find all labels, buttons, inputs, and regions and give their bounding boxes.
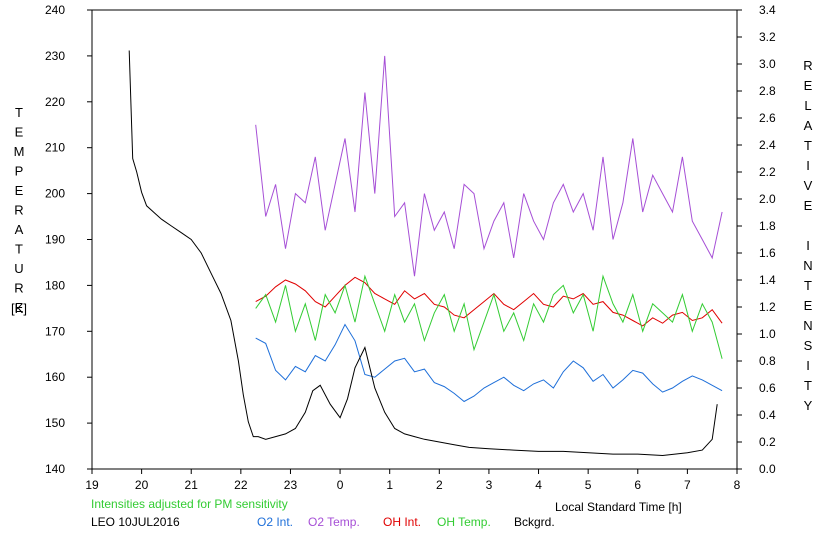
right-y-tick-label: 2.6 (759, 111, 776, 125)
right-axis-label-letter: N (803, 318, 812, 333)
left-axis-label-letter: T (15, 242, 23, 257)
left-axis-label-letter: R (14, 281, 23, 296)
right-y-tick-label: 2.2 (759, 165, 776, 179)
right-y-tick-label: 2.0 (759, 192, 776, 206)
x-tick-label: 21 (185, 478, 199, 492)
plot-frame (91, 9, 738, 470)
left-axis-label-letter: P (15, 164, 24, 179)
left-y-tick-label: 180 (45, 278, 65, 292)
right-axis-label-letter: I (806, 238, 810, 253)
left-axis-label-letter: U (14, 261, 23, 276)
right-axis-label-letter: T (804, 138, 812, 153)
left-y-tick-label: 140 (45, 462, 65, 476)
right-y-tick-label: 1.8 (759, 219, 776, 233)
right-y-tick-label: 0.6 (759, 381, 776, 395)
legend: O2 Int. O2 Temp. OH Int. OH Temp. Bckgrd. (257, 515, 555, 529)
x-tick-label: 3 (486, 478, 493, 492)
right-y-tick-label: 0.8 (759, 354, 776, 368)
series-line-oh-temp (255, 274, 723, 359)
right-y-tick-label: 3.4 (759, 3, 776, 17)
x-tick-label: 5 (585, 478, 592, 492)
series-layer (128, 50, 723, 457)
x-tick-label: 8 (734, 478, 741, 492)
series-line-oh-int (255, 276, 723, 327)
right-axis-label-letter: T (804, 378, 812, 393)
series-line-o2-temp (255, 55, 723, 277)
sensitivity-note: Intensities adjusted for PM sensitivity (91, 497, 288, 511)
left-axis-label-letter: R (14, 203, 23, 218)
legend-entry: OH Temp. (437, 515, 491, 529)
left-y-tick-label: 150 (45, 416, 65, 430)
right-axis-label-letter: R (803, 58, 812, 73)
x-tick-label: 23 (284, 478, 298, 492)
left-axis-label-letter: E (15, 300, 24, 315)
left-y-tick-label: 210 (45, 141, 65, 155)
right-y-tick-label: 0.4 (759, 408, 776, 422)
x-axis-label: Local Standard Time [h] (555, 500, 682, 514)
right-y-tick-label: 1.2 (759, 300, 776, 314)
left-y-tick-label: 240 (45, 3, 65, 17)
x-tick-label: 6 (634, 478, 641, 492)
left-axis-unit: [K] (11, 301, 27, 316)
left-axis-label-letter: E (15, 183, 24, 198)
left-axis-label-letter: M (14, 144, 25, 159)
left-axis-label-letter: A (15, 222, 24, 237)
left-axis-label-letter: E (15, 125, 24, 140)
left-y-axis: 140 150 160 170 180 190 200 210 220 230 240 (45, 3, 92, 476)
right-axis-label-letter: L (804, 98, 811, 113)
x-tick-label: 22 (234, 478, 248, 492)
x-tick-label: 7 (684, 478, 691, 492)
x-tick-label: 0 (337, 478, 344, 492)
x-tick-label: 20 (135, 478, 149, 492)
right-axis-label-letter: E (804, 78, 813, 93)
right-y-axis: 0.0 0.2 0.4 0.6 0.8 1.0 1.2 1.4 1.6 1.8 2.0 2.2 2.4 2… (737, 3, 776, 476)
right-y-tick-label: 2.4 (759, 138, 776, 152)
right-axis-label-letter: S (804, 338, 813, 353)
legend-entry: O2 Int. (257, 515, 293, 529)
left-axis-label-letter: T (15, 105, 23, 120)
left-y-tick-label: 200 (45, 187, 65, 201)
right-axis-label-letter: E (804, 198, 813, 213)
right-y-tick-label: 1.6 (759, 246, 776, 260)
right-axis-label-letter: Y (804, 398, 813, 413)
right-axis-label-letter: E (804, 298, 813, 313)
legend-entry: O2 Temp. (308, 515, 360, 529)
series-line-bckgrd (128, 50, 718, 457)
right-axis-label-letter: N (803, 258, 812, 273)
legend-entry: Bckgrd. (514, 515, 555, 529)
right-axis-label-letter: A (804, 118, 813, 133)
x-tick-label: 19 (85, 478, 99, 492)
plot-border (91, 9, 738, 470)
station-date-label: LEO 10JUL2016 (91, 515, 180, 529)
right-y-tick-label: 0.2 (759, 435, 776, 449)
right-y-tick-label: 1.0 (759, 327, 776, 341)
x-tick-label: 1 (386, 478, 393, 492)
left-y-tick-label: 160 (45, 370, 65, 384)
x-axis: 19 20 21 22 23 0 1 2 3 4 5 6 7 8 (85, 469, 741, 492)
right-y-tick-label: 0.0 (759, 462, 776, 476)
left-y-tick-label: 190 (45, 233, 65, 247)
series-line-o2-int (255, 323, 723, 403)
left-y-tick-label: 220 (45, 95, 65, 109)
left-y-tick-label: 230 (45, 49, 65, 63)
right-axis-label-letter: I (806, 158, 810, 173)
right-y-tick-label: 1.4 (759, 273, 776, 287)
right-axis-label-letter: T (804, 278, 812, 293)
left-y-tick-label: 170 (45, 324, 65, 338)
x-tick-label: 4 (535, 478, 542, 492)
right-y-tick-label: 2.8 (759, 84, 776, 98)
legend-entry: OH Int. (383, 515, 421, 529)
x-tick-label: 2 (436, 478, 443, 492)
right-axis-label-letter: V (804, 178, 813, 193)
right-y-tick-label: 3.0 (759, 57, 776, 71)
right-axis-label-letter: I (806, 358, 810, 373)
right-y-tick-label: 3.2 (759, 30, 776, 44)
